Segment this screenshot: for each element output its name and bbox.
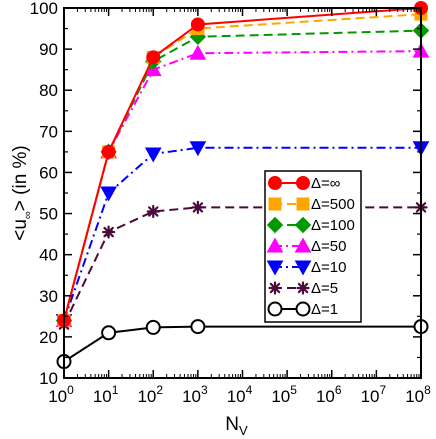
legend-entry: Δ=1 xyxy=(267,301,338,318)
data-point xyxy=(191,200,205,214)
y-tick-label: 40 xyxy=(39,246,58,265)
series-Δ=500 xyxy=(57,7,428,327)
series-line xyxy=(63,206,421,325)
series-Δ=∞ xyxy=(57,1,428,328)
legend-marker xyxy=(294,237,312,253)
y-tick-label: 10 xyxy=(39,369,58,388)
series-line xyxy=(63,7,422,321)
x-tick-label: 108 xyxy=(405,383,431,406)
series-line xyxy=(63,146,421,321)
legend: Δ=∞ Δ=500 Δ=100 Δ=50 Δ=10 Δ=5 Δ=1 xyxy=(264,170,362,323)
x-tick-label: 102 xyxy=(137,383,163,406)
legend-entry: Δ=10 xyxy=(266,259,346,276)
x-axis-title-subscript: V xyxy=(239,423,248,438)
x-tick-label: 103 xyxy=(182,383,208,406)
legend-marker xyxy=(268,281,282,295)
data-point xyxy=(146,50,161,65)
x-tick-label: 105 xyxy=(271,383,297,406)
legend-marker xyxy=(296,197,310,211)
y-tick-label: 70 xyxy=(39,122,58,141)
data-point xyxy=(100,186,117,202)
legend-label: Δ=1 xyxy=(311,301,338,318)
series-line xyxy=(63,325,421,363)
legend-marker xyxy=(294,260,312,276)
y-axis-title-suffix: > (in %) xyxy=(10,145,31,211)
series-Δ=5 xyxy=(57,200,428,332)
legend-marker xyxy=(296,176,310,190)
tick-labels: 10 20 30 40 50 60 70 80 90 100 100 101 102 103 104 105 1… xyxy=(30,0,431,406)
data-point xyxy=(144,147,162,163)
series-Δ=100 xyxy=(55,22,430,329)
plot-area xyxy=(55,1,430,370)
legend-marker xyxy=(268,176,282,190)
y-tick-label: 20 xyxy=(39,328,58,347)
x-tick-label: 104 xyxy=(227,383,253,406)
y-axis-title: <u∞> (in %) xyxy=(10,145,34,241)
legend-marker xyxy=(267,301,283,317)
data-point xyxy=(189,44,207,60)
series-Δ=1 xyxy=(56,319,429,370)
x-tick-label: 107 xyxy=(361,383,387,406)
data-point xyxy=(189,141,207,157)
legend-label: Δ=100 xyxy=(311,217,355,234)
x-axis-title-main: N xyxy=(225,414,239,435)
y-axis-title-prefix: <u xyxy=(10,219,31,241)
data-point xyxy=(146,204,160,219)
x-axis-title: NV xyxy=(225,414,248,438)
legend-marker xyxy=(294,216,312,234)
series-Δ=50 xyxy=(55,42,430,327)
y-tick-label: 30 xyxy=(39,287,58,306)
data-point xyxy=(190,319,206,335)
legend-entry: Δ=5 xyxy=(268,280,338,297)
data-point xyxy=(101,325,117,341)
y-axis-title-subscript: ∞ xyxy=(22,211,34,219)
legend-marker xyxy=(268,197,282,211)
legend-marker xyxy=(296,281,310,295)
legend-marker xyxy=(266,260,284,276)
legend-label: Δ=10 xyxy=(311,259,346,276)
legend-marker xyxy=(266,216,284,234)
legend-label: Δ=50 xyxy=(311,238,346,255)
data-point xyxy=(102,225,116,239)
y-tick-label: 90 xyxy=(39,40,58,59)
y-tick-label: 60 xyxy=(39,163,58,182)
legend-label: Δ=∞ xyxy=(311,175,341,192)
x-tick-label: 100 xyxy=(48,383,74,406)
y-tick-label: 50 xyxy=(39,205,58,224)
series-line xyxy=(63,13,422,321)
y-tick-label: 100 xyxy=(30,0,58,18)
legend-entry: Δ=500 xyxy=(268,196,355,213)
plot-frame xyxy=(63,7,422,379)
data-point xyxy=(190,17,205,32)
axis-ticks xyxy=(63,7,422,379)
legend-entry: Δ=∞ xyxy=(268,175,341,192)
x-tick-label: 106 xyxy=(316,383,342,406)
legend-marker xyxy=(295,301,311,317)
legend-marker xyxy=(266,237,284,253)
y-tick-label: 80 xyxy=(39,81,58,100)
legend-entry: Δ=100 xyxy=(266,216,355,234)
legend-label: Δ=500 xyxy=(311,196,355,213)
series-line xyxy=(63,29,422,321)
legend-entry: Δ=50 xyxy=(266,237,346,255)
legend-label: Δ=5 xyxy=(311,280,338,297)
data-point xyxy=(145,319,161,335)
x-tick-label: 101 xyxy=(93,383,119,406)
data-point xyxy=(101,144,116,159)
